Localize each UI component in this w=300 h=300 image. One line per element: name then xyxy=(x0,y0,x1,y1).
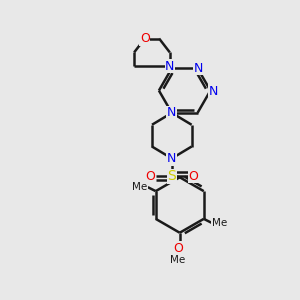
Text: S: S xyxy=(167,169,176,183)
Text: N: N xyxy=(167,152,176,165)
Text: O: O xyxy=(189,170,199,183)
Text: Me: Me xyxy=(212,218,227,228)
Text: N: N xyxy=(167,106,176,119)
Text: O: O xyxy=(173,242,183,255)
Text: N: N xyxy=(194,62,203,75)
Text: O: O xyxy=(145,170,155,183)
Text: N: N xyxy=(209,85,218,98)
Text: O: O xyxy=(140,32,150,45)
Text: Me: Me xyxy=(170,256,185,266)
Text: N: N xyxy=(165,60,175,73)
Text: Me: Me xyxy=(132,182,148,192)
